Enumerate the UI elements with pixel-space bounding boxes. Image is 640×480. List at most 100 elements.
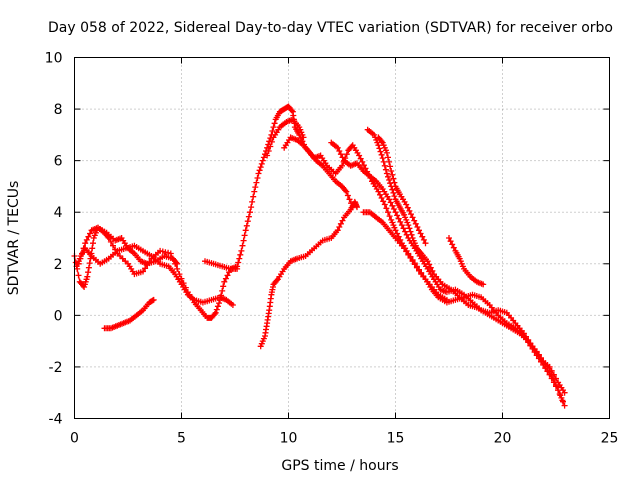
data-point xyxy=(213,306,220,313)
data-point xyxy=(535,351,542,358)
x-tick-label: 20 xyxy=(494,431,512,447)
y-tick-label: 8 xyxy=(54,102,63,118)
data-point xyxy=(559,397,566,404)
data-point xyxy=(174,260,181,267)
y-tick-label: 6 xyxy=(54,154,63,170)
data-point xyxy=(237,251,244,258)
data-point xyxy=(300,134,307,141)
y-tick-label: 4 xyxy=(54,205,63,221)
series-trace xyxy=(283,136,354,208)
data-point xyxy=(546,369,553,376)
data-point xyxy=(239,242,246,249)
series-trace xyxy=(73,105,566,406)
data-point xyxy=(337,220,344,227)
series-track-4 xyxy=(101,296,157,332)
data-point xyxy=(402,228,409,235)
data-point xyxy=(212,309,219,316)
data-point xyxy=(386,196,393,203)
series-trace xyxy=(367,129,563,401)
data-point xyxy=(268,138,275,145)
data-point xyxy=(386,177,393,183)
data-point xyxy=(403,248,410,255)
data-point xyxy=(334,144,341,151)
y-tick-label: -4 xyxy=(49,412,63,428)
data-point xyxy=(339,217,346,224)
data-point xyxy=(110,242,116,249)
data-point xyxy=(380,198,387,205)
data-point xyxy=(405,222,412,229)
series-track-5 xyxy=(202,258,241,272)
data-point xyxy=(409,214,416,221)
data-point xyxy=(252,184,259,191)
data-point xyxy=(236,255,243,262)
y-tick-label: 10 xyxy=(45,51,63,67)
data-point xyxy=(408,211,414,218)
data-point xyxy=(419,233,426,240)
data-point xyxy=(429,267,436,274)
data-point xyxy=(267,135,274,142)
data-point xyxy=(348,143,355,150)
data-point xyxy=(416,227,422,234)
x-tick-label: 0 xyxy=(70,431,79,447)
data-point xyxy=(288,107,295,114)
x-tick-label: 10 xyxy=(280,431,298,447)
data-point xyxy=(378,195,385,201)
data-point xyxy=(379,155,386,162)
data-point xyxy=(375,142,382,149)
data-point xyxy=(561,402,568,409)
data-point xyxy=(140,268,146,275)
data-point xyxy=(389,186,396,193)
data-point xyxy=(150,296,157,303)
data-point xyxy=(392,227,399,234)
data-point xyxy=(173,259,180,266)
data-point xyxy=(416,267,422,274)
data-point xyxy=(377,148,384,155)
data-point xyxy=(249,198,256,205)
data-point xyxy=(242,227,249,234)
data-point xyxy=(339,154,346,161)
data-point xyxy=(422,240,429,247)
data-point xyxy=(80,245,87,252)
data-point xyxy=(397,218,404,225)
data-point xyxy=(260,154,267,161)
data-point xyxy=(417,249,424,256)
data-point xyxy=(538,354,544,361)
data-point xyxy=(265,148,272,154)
series-track-11 xyxy=(360,209,450,303)
data-point xyxy=(251,188,258,195)
data-point xyxy=(241,232,248,239)
data-point xyxy=(480,281,487,288)
data-point xyxy=(377,191,383,198)
data-point xyxy=(407,228,414,235)
data-point xyxy=(264,152,271,159)
series-track-12 xyxy=(375,134,429,247)
data-point xyxy=(259,157,266,164)
data-point xyxy=(238,247,245,254)
data-point xyxy=(273,277,280,284)
data-point xyxy=(343,151,350,158)
chart-title: Day 058 of 2022, Sidereal Day-to-day VTE… xyxy=(48,20,613,36)
data-point xyxy=(344,192,351,199)
data-point xyxy=(380,158,387,165)
data-point xyxy=(378,138,385,145)
data-point xyxy=(174,265,181,272)
data-point xyxy=(383,170,390,177)
data-point xyxy=(390,189,397,196)
data-point xyxy=(89,245,96,252)
series-track-7 xyxy=(264,116,307,159)
data-point xyxy=(75,260,82,267)
data-point xyxy=(381,201,388,208)
data-point xyxy=(420,236,427,243)
data-point xyxy=(357,155,364,162)
data-point xyxy=(256,167,263,174)
data-point xyxy=(216,300,222,307)
axes: 0 5 10 15 20 25 -4 -2 0 2 4 6 8 10 xyxy=(45,51,619,447)
x-tick-label: 15 xyxy=(387,431,405,447)
data-point xyxy=(346,196,353,203)
data-point xyxy=(86,260,93,267)
data-point xyxy=(424,258,431,265)
data-point xyxy=(390,206,397,212)
data-point xyxy=(550,376,557,383)
grid xyxy=(74,57,610,419)
